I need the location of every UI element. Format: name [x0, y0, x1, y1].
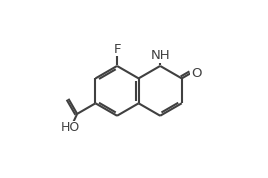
Text: F: F	[113, 43, 121, 56]
Text: O: O	[191, 67, 202, 80]
Text: HO: HO	[61, 121, 80, 134]
Text: NH: NH	[150, 49, 170, 62]
